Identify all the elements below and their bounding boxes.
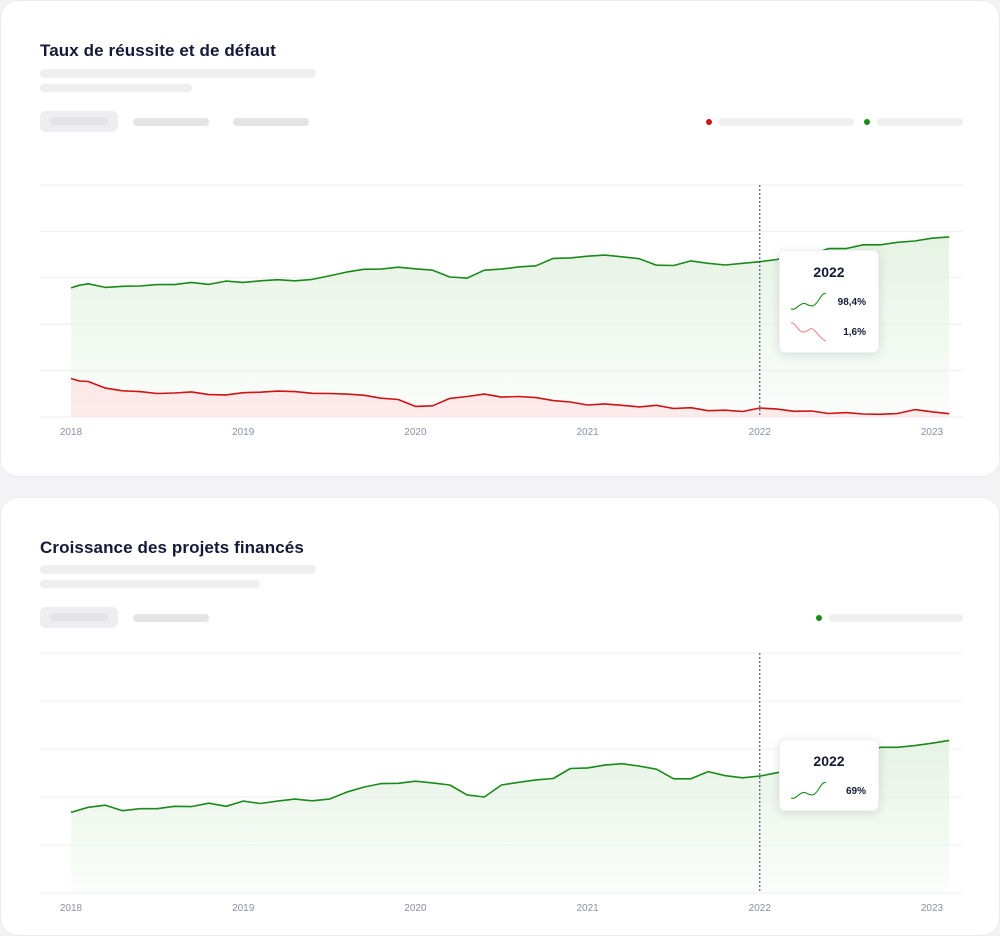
subtitle-placeholder bbox=[40, 565, 316, 574]
x-tick-label: 2022 bbox=[749, 427, 772, 438]
legend-dot-default bbox=[706, 119, 712, 125]
filter-tab-active[interactable] bbox=[40, 607, 118, 628]
tooltip-year: 2022 bbox=[813, 264, 845, 280]
x-tick-label: 2023 bbox=[921, 427, 944, 438]
filter-tab-label-placeholder bbox=[50, 613, 108, 621]
legend-label-placeholder bbox=[829, 614, 963, 622]
legend-label-placeholder bbox=[877, 118, 963, 126]
legend-dot-success bbox=[816, 615, 822, 621]
tooltip-value-default: 1,6% bbox=[843, 327, 866, 338]
subtitle-placeholder bbox=[40, 84, 192, 92]
chart-card-success-default: Taux de réussite et de défaut 2018 2019 20… bbox=[0, 0, 1000, 477]
tooltip-year: 2022 bbox=[813, 753, 845, 769]
chart-tooltip: 2022 69% bbox=[779, 739, 879, 811]
filter-tab-active[interactable] bbox=[40, 111, 118, 132]
x-tick-label: 2021 bbox=[576, 427, 599, 438]
x-tick-label: 2018 bbox=[60, 427, 83, 438]
sparkline-up-icon bbox=[790, 292, 827, 310]
subtitle-placeholder bbox=[40, 69, 316, 78]
x-tick-label: 2019 bbox=[232, 427, 255, 438]
chart-tooltip: 2022 98,4% 1,6% bbox=[779, 250, 879, 353]
x-tick-label: 2019 bbox=[232, 903, 255, 914]
filter-tab-label-placeholder bbox=[50, 117, 108, 125]
filter-tab[interactable] bbox=[133, 118, 209, 126]
line-area-chart: 2018 2019 2020 2021 2022 2023 bbox=[40, 184, 963, 438]
x-tick-label: 2022 bbox=[749, 903, 772, 914]
line-area-chart: 2018 2019 2020 2021 2022 2023 bbox=[40, 652, 963, 914]
filter-tab[interactable] bbox=[233, 118, 309, 126]
sparkline-up-icon bbox=[790, 781, 827, 799]
x-tick-label: 2020 bbox=[404, 427, 427, 438]
card-title: Croissance des projets financés bbox=[40, 538, 304, 557]
chart-card-funded-projects: Croissance des projets financés 2018 2019… bbox=[0, 497, 1000, 936]
series-area-0 bbox=[71, 236, 950, 417]
tooltip-value-success: 69% bbox=[845, 786, 866, 797]
x-tick-label: 2018 bbox=[60, 903, 83, 914]
sparkline-down-icon bbox=[790, 322, 827, 342]
x-tick-label: 2020 bbox=[404, 903, 427, 914]
x-tick-label: 2021 bbox=[576, 903, 599, 914]
series-area-0 bbox=[71, 740, 950, 893]
legend-dot-success bbox=[864, 119, 870, 125]
x-tick-label: 2023 bbox=[921, 903, 944, 914]
legend-label-placeholder bbox=[718, 118, 854, 126]
subtitle-placeholder bbox=[40, 580, 260, 588]
filter-tab[interactable] bbox=[133, 614, 209, 622]
series-area-1 bbox=[71, 378, 950, 417]
tooltip-value-success: 98,4% bbox=[837, 297, 866, 308]
card-title: Taux de réussite et de défaut bbox=[40, 41, 276, 60]
